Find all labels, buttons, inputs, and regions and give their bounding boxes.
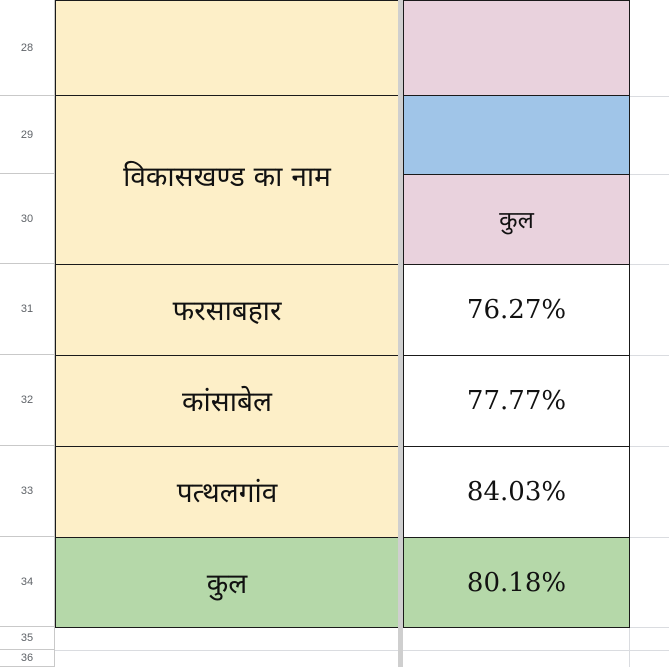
row-number: 32: [20, 394, 34, 406]
row-number: 29: [20, 128, 34, 141]
grid-line: [630, 174, 669, 175]
cell-c28[interactable]: [403, 0, 630, 96]
row-number: 31: [20, 303, 34, 315]
percent-value: 77.77%: [466, 386, 567, 416]
total-percent-value: 80.18%: [466, 567, 567, 598]
cell-block-name-1[interactable]: फरसाबहार: [55, 264, 399, 356]
grid-line: [55, 650, 669, 651]
row-number: 34: [20, 575, 34, 588]
row-header-31[interactable]: 31: [0, 264, 54, 355]
header-cell-block-name[interactable]: विकासखण्ड का नाम: [55, 95, 399, 265]
row-number: 36: [20, 652, 34, 664]
grid-line: [630, 96, 669, 97]
row-header-33[interactable]: 33: [0, 446, 54, 537]
grid-line: [630, 446, 669, 447]
cell-b28[interactable]: [55, 0, 399, 96]
grid-line: [630, 537, 669, 538]
cell-c29[interactable]: [403, 95, 630, 175]
block-name: पत्थलगांव: [176, 476, 278, 509]
frozen-column-divider[interactable]: [398, 0, 403, 667]
cell-value-2[interactable]: 77.77%: [403, 355, 630, 447]
row-header-30[interactable]: 30: [0, 174, 54, 264]
cell-block-name-2[interactable]: कांसाबेल: [55, 355, 399, 447]
block-name: कांसाबेल: [182, 385, 272, 418]
grid-line: [629, 627, 630, 667]
row-number: 28: [20, 41, 34, 54]
header-label: विकासखण्ड का नाम: [123, 160, 331, 193]
cell-value-1[interactable]: 76.27%: [403, 264, 630, 356]
row-header-36[interactable]: 36: [0, 650, 54, 667]
row-header-29[interactable]: 29: [0, 96, 54, 174]
cell-total-label[interactable]: कुल: [55, 537, 399, 628]
percent-value: 84.03%: [466, 477, 567, 507]
grid-line: [630, 264, 669, 265]
row-header-32[interactable]: 32: [0, 355, 54, 446]
row-header-divider: [54, 0, 55, 667]
grid-line: [630, 355, 669, 356]
row-header-28[interactable]: 28: [0, 0, 54, 96]
block-name: फरसाबहार: [172, 294, 282, 327]
cell-total-value[interactable]: 80.18%: [403, 537, 630, 628]
grid-line: [630, 627, 669, 628]
row-header-34[interactable]: 34: [0, 537, 54, 627]
row-header-35[interactable]: 35: [0, 627, 54, 650]
cell-block-name-3[interactable]: पत्थलगांव: [55, 446, 399, 538]
cell-value-3[interactable]: 84.03%: [403, 446, 630, 538]
total-header-label: कुल: [499, 206, 534, 234]
row-number: 30: [20, 212, 34, 225]
row-number: 35: [20, 632, 34, 644]
percent-value: 76.27%: [466, 295, 567, 325]
total-label: कुल: [206, 566, 248, 600]
header-cell-total[interactable]: कुल: [403, 174, 630, 265]
row-number: 33: [20, 485, 34, 497]
